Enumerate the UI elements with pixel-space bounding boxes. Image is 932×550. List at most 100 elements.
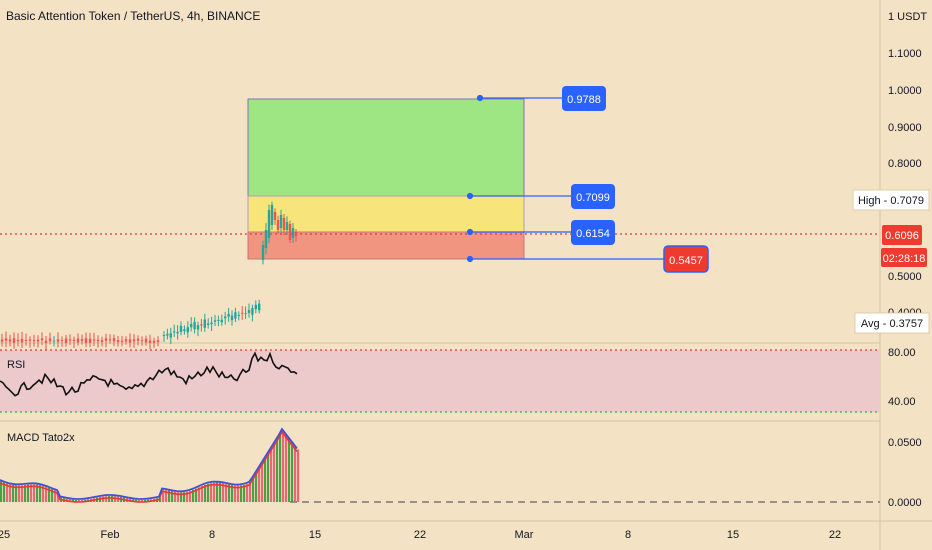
macd-bar <box>30 484 33 502</box>
candle-body <box>16 339 20 342</box>
candle-body <box>108 339 112 341</box>
entry-handle[interactable] <box>466 228 474 236</box>
candle-body <box>254 304 257 310</box>
macd-bar <box>270 450 273 502</box>
candle-body <box>227 313 230 317</box>
avg-value: Avg - 0.3757 <box>861 318 923 330</box>
macd-bar <box>6 483 9 502</box>
candle-body <box>241 312 244 314</box>
candle-body <box>210 322 213 325</box>
macd-bar <box>207 483 210 502</box>
candle-body <box>270 205 274 225</box>
candle-body <box>169 333 172 338</box>
countdown-value: 02:28:18 <box>883 253 926 265</box>
entry-value: 0.6154 <box>576 228 610 240</box>
macd-bar <box>219 482 222 502</box>
target-value: 0.9788 <box>567 94 601 106</box>
candle-body <box>24 339 28 341</box>
macd-bar <box>186 491 189 502</box>
candle-body <box>230 315 234 321</box>
macd-bar <box>267 454 270 502</box>
upper-handle[interactable] <box>466 192 474 200</box>
level-label-entry[interactable]: 0.6154 <box>571 220 615 245</box>
price-tick: 0.9000 <box>888 122 922 134</box>
macd-bar <box>195 488 198 502</box>
rsi-label: RSI <box>7 359 25 371</box>
candle-body <box>193 321 196 330</box>
macd-bar <box>171 491 174 502</box>
candle-body <box>247 309 251 314</box>
macd-bar <box>51 488 54 502</box>
time-tick: 22 <box>414 529 426 541</box>
macd-bar <box>108 496 111 502</box>
price-tick: 0.8000 <box>888 158 922 170</box>
candle-body <box>264 230 268 248</box>
candle-body <box>279 215 283 228</box>
time-tick: 15 <box>727 529 739 541</box>
macd-bar <box>273 445 276 502</box>
candle-body <box>179 325 183 333</box>
candle-body <box>0 339 4 342</box>
macd-bar <box>39 484 42 502</box>
candle-body <box>203 319 206 328</box>
currency-label: 1 USDT <box>888 11 927 23</box>
macd-bar <box>285 433 288 502</box>
candle-body <box>186 327 189 333</box>
level-label-target[interactable]: 0.9788 <box>562 86 606 111</box>
macd-bar <box>72 499 75 502</box>
candle-body <box>162 335 166 337</box>
candle-body <box>217 319 220 321</box>
candle-body <box>96 339 100 342</box>
macd-tick-zero: 0.0000 <box>888 497 922 509</box>
candle-body <box>8 339 12 342</box>
candle-body <box>20 338 24 343</box>
chart-title: Basic Attention Token / TetherUS, 4h, BI… <box>6 9 261 23</box>
macd-bar <box>141 499 144 502</box>
macd-bar <box>183 492 186 502</box>
stop-value: 0.5457 <box>669 255 703 267</box>
macd-bar <box>18 485 21 502</box>
time-tick: Feb <box>101 529 120 541</box>
upper-zone[interactable] <box>247 195 525 233</box>
target-zone[interactable] <box>247 98 525 197</box>
macd-bar <box>27 484 30 502</box>
macd-bar <box>36 484 39 502</box>
target-handle[interactable] <box>476 94 484 102</box>
level-label-upper[interactable]: 0.7099 <box>571 184 615 209</box>
candle-body <box>52 340 56 342</box>
macd-bar <box>78 499 81 502</box>
candle-body <box>104 338 108 341</box>
candle-body <box>183 329 186 332</box>
stop-handle[interactable] <box>466 255 474 263</box>
level-label-stop[interactable]: 0.5457 <box>663 245 709 273</box>
candles <box>0 201 298 350</box>
macd-bar <box>243 484 246 502</box>
macd-bar <box>180 492 183 502</box>
macd-bar <box>222 483 225 502</box>
macd-bar <box>282 430 285 502</box>
macd-bar <box>264 459 267 502</box>
macd-bar <box>177 492 180 502</box>
macd-bar <box>3 482 6 502</box>
macd-bar <box>261 464 264 502</box>
macd-bar <box>105 496 108 502</box>
candle-body <box>148 340 152 343</box>
candle-body <box>273 212 277 220</box>
rsi-line <box>0 351 298 397</box>
time-tick: 25 <box>0 529 10 541</box>
macd-bar <box>252 478 255 502</box>
candle-body <box>220 319 223 323</box>
macd-bar <box>111 496 114 502</box>
macd-bar <box>237 485 240 502</box>
candle-body <box>251 308 254 315</box>
high-label: High - 0.7079 <box>852 189 930 211</box>
candle-body <box>144 338 148 343</box>
candle-body <box>84 338 88 343</box>
rsi-polyline <box>0 351 298 397</box>
macd-bar <box>24 484 27 502</box>
candle-body <box>128 339 132 343</box>
macd-bar <box>165 489 168 502</box>
